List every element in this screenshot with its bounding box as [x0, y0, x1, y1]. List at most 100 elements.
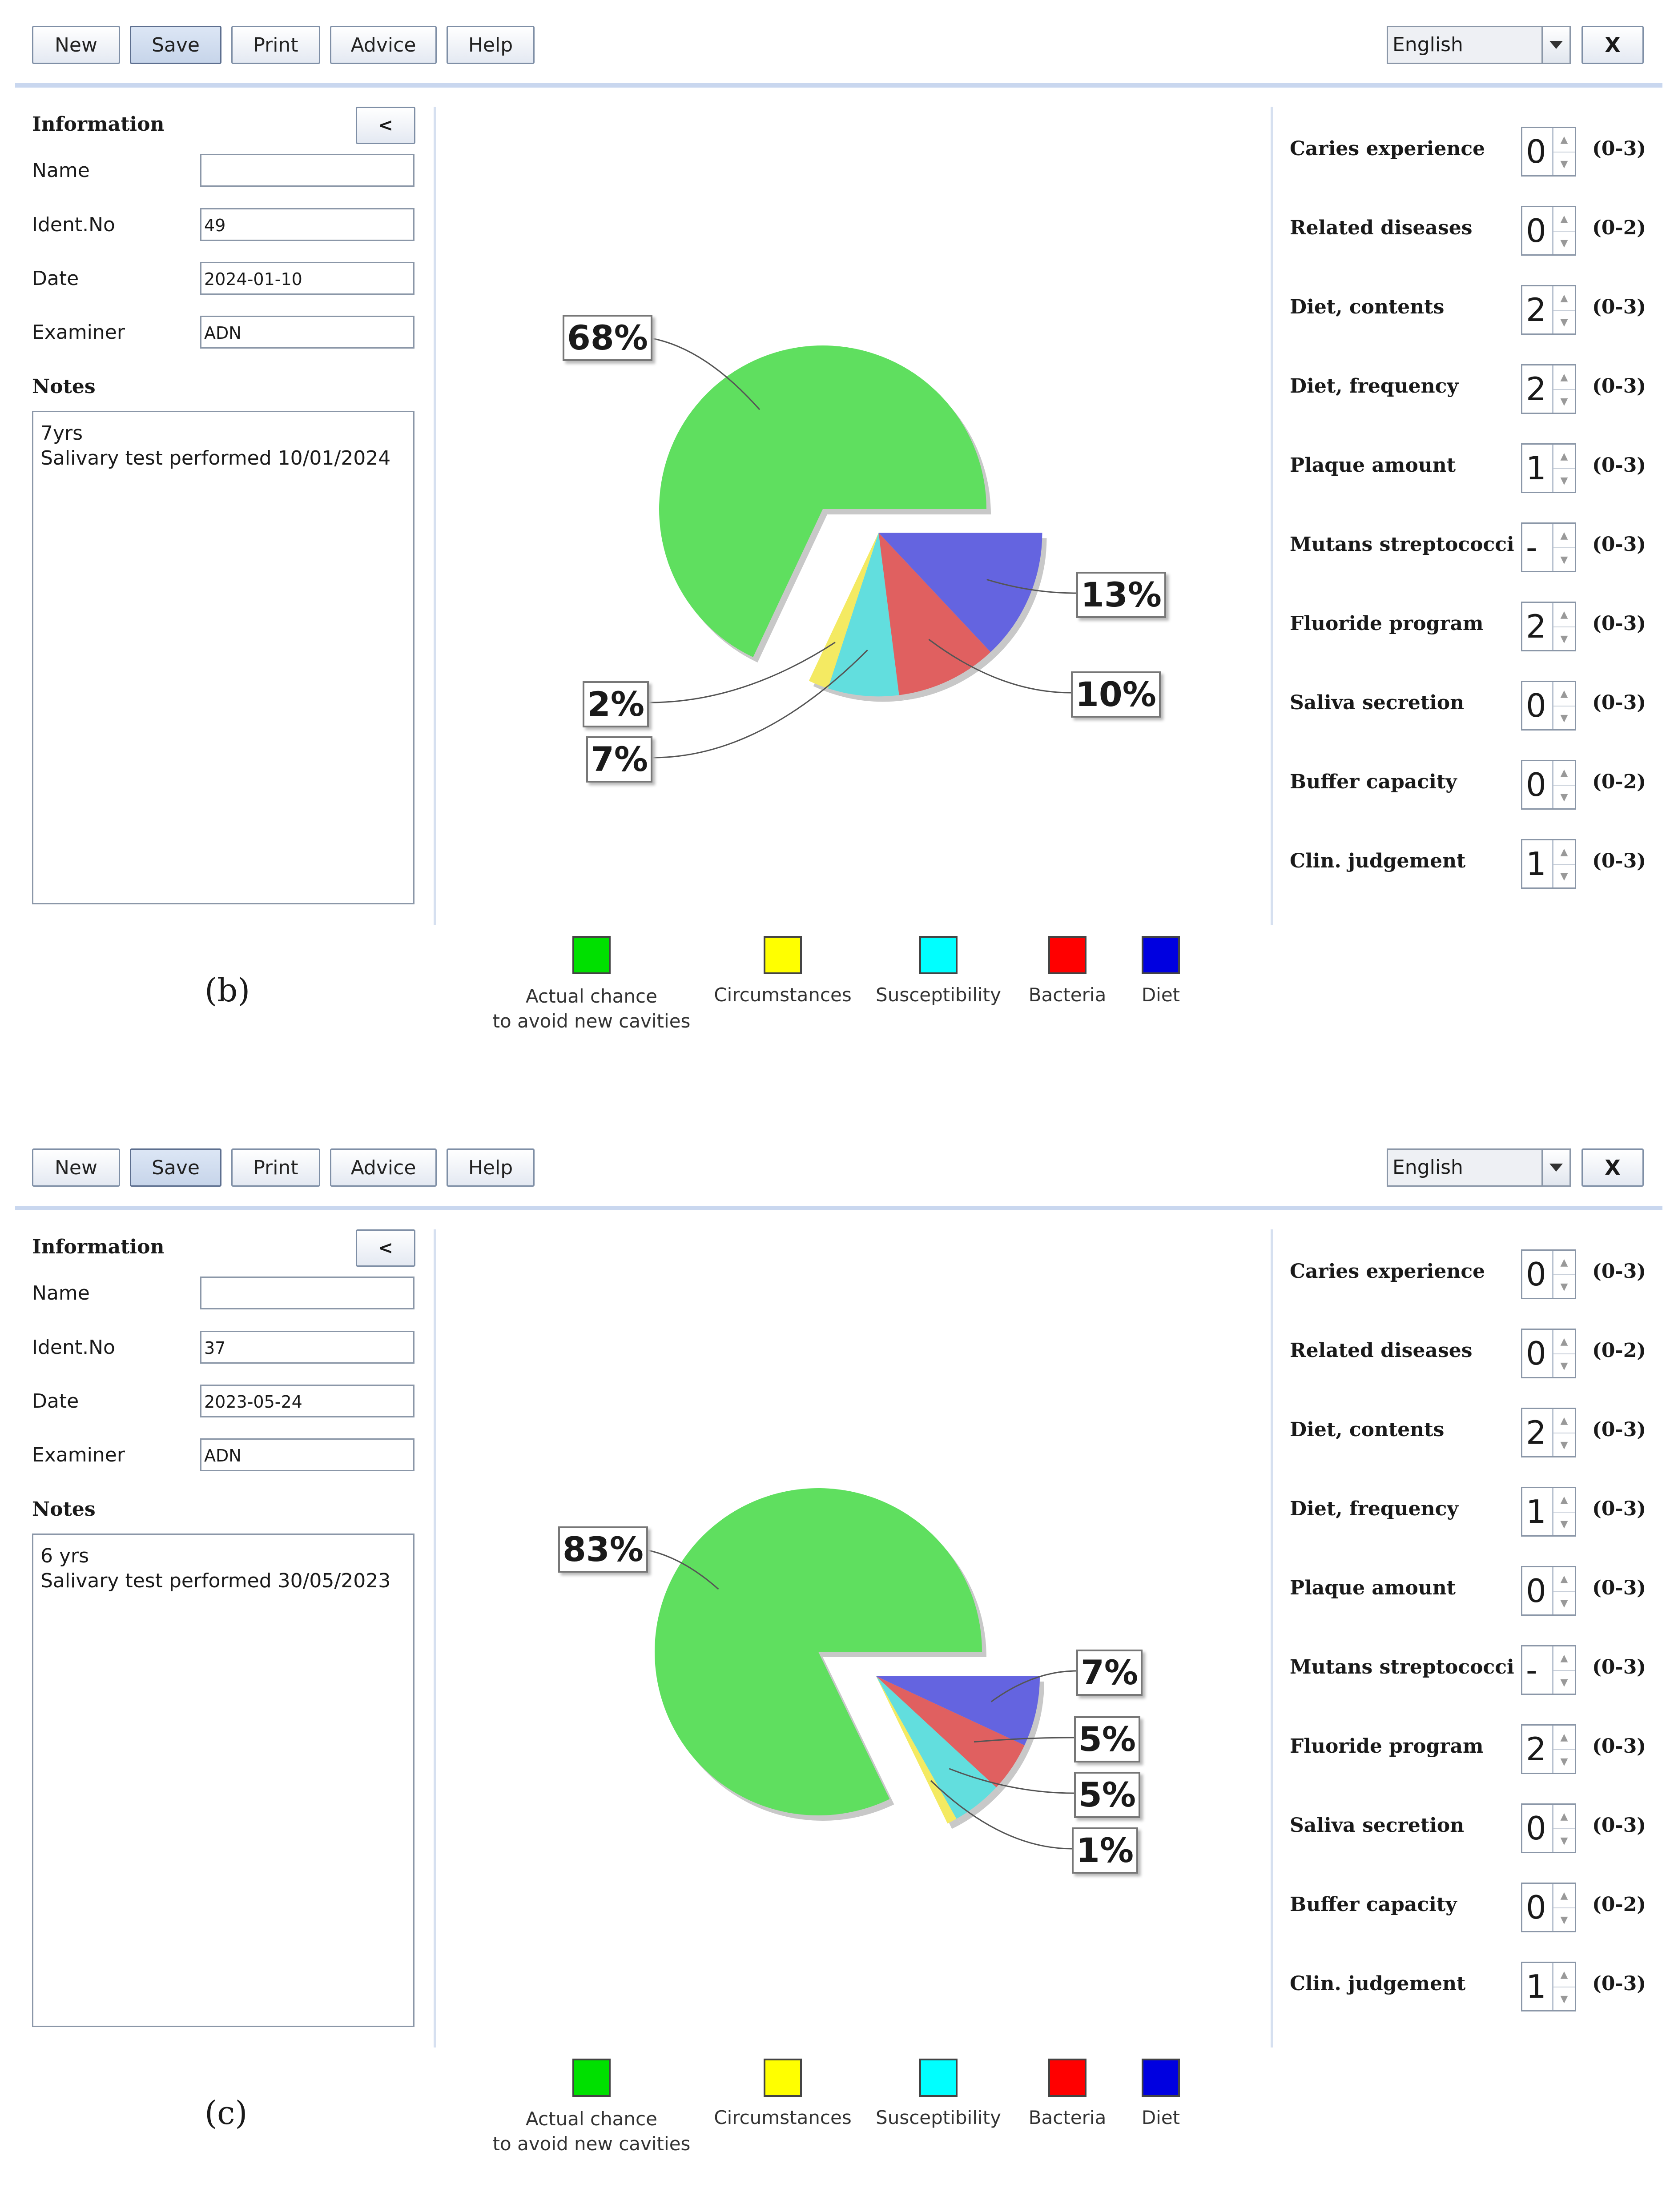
save-button[interactable]: Save: [130, 1148, 221, 1187]
param-spinner[interactable]: 0 ▲ ▼: [1521, 1249, 1576, 1299]
param-spinner[interactable]: 2 ▲ ▼: [1521, 1724, 1576, 1774]
spinner-down-icon[interactable]: ▼: [1560, 713, 1568, 724]
spinner-up-icon[interactable]: ▲: [1553, 1251, 1575, 1275]
param-spinner[interactable]: 0 ▲ ▼: [1521, 681, 1576, 731]
legend-circumstances-label: Circumstances: [714, 2107, 852, 2128]
spinner-up-icon[interactable]: ▲: [1553, 207, 1575, 232]
param-spinner[interactable]: 0 ▲ ▼: [1521, 1883, 1576, 1932]
spinner-down-icon[interactable]: ▼: [1560, 475, 1568, 486]
param-spinner[interactable]: 0 ▲ ▼: [1521, 760, 1576, 810]
spinner-up-icon[interactable]: ▲: [1553, 524, 1575, 548]
spinner-up-icon[interactable]: ▲: [1553, 761, 1575, 786]
param-spinner[interactable]: 2 ▲ ▼: [1521, 1408, 1576, 1457]
param-spinner[interactable]: - ▲ ▼: [1521, 522, 1576, 572]
spinner-up-icon[interactable]: ▲: [1553, 1963, 1575, 1987]
ident-field[interactable]: 37: [200, 1331, 414, 1364]
spinner-down-icon[interactable]: ▼: [1560, 634, 1568, 645]
save-button[interactable]: Save: [130, 26, 221, 64]
spinner-down-icon[interactable]: ▼: [1560, 1281, 1568, 1293]
advice-button[interactable]: Advice: [330, 1148, 437, 1187]
spinner-up-icon[interactable]: ▲: [1553, 128, 1575, 153]
param-spinner[interactable]: - ▲ ▼: [1521, 1645, 1576, 1695]
spinner-down-icon[interactable]: ▼: [1560, 1677, 1568, 1688]
param-spinner[interactable]: 0 ▲ ▼: [1521, 127, 1576, 177]
param-spinner[interactable]: 1 ▲ ▼: [1521, 1487, 1576, 1537]
spinner-up-icon[interactable]: ▲: [1553, 365, 1575, 390]
help-button[interactable]: Help: [447, 26, 535, 64]
examiner-field[interactable]: ADN: [200, 316, 414, 349]
chevron-down-icon[interactable]: [1541, 27, 1569, 63]
param-spinner[interactable]: 1 ▲ ▼: [1521, 443, 1576, 493]
spinner-down-icon[interactable]: ▼: [1560, 317, 1568, 328]
param-spinner[interactable]: 0 ▲ ▼: [1521, 1566, 1576, 1616]
pct-label-diet: 7%: [1076, 1650, 1143, 1696]
notes-textarea[interactable]: 7yrs Salivary test performed 10/01/2024: [32, 411, 414, 904]
param-range: (0-3): [1592, 1972, 1646, 1995]
spinner-down-icon[interactable]: ▼: [1560, 159, 1568, 170]
spinner-down-icon[interactable]: ▼: [1560, 871, 1568, 882]
language-select[interactable]: English: [1387, 26, 1571, 64]
param-spinner[interactable]: 2 ▲ ▼: [1521, 602, 1576, 651]
spinner-up-icon[interactable]: ▲: [1553, 1805, 1575, 1829]
language-select[interactable]: English: [1387, 1148, 1571, 1187]
spinner-up-icon[interactable]: ▲: [1553, 1726, 1575, 1750]
spinner-up-icon[interactable]: ▲: [1553, 1488, 1575, 1513]
advice-button[interactable]: Advice: [330, 26, 437, 64]
spinner-up-icon[interactable]: ▲: [1553, 1567, 1575, 1592]
ident-label: Ident.No: [32, 213, 115, 236]
spinner-down-icon[interactable]: ▼: [1560, 396, 1568, 407]
param-value: -: [1526, 1651, 1537, 1689]
spinner-up-icon[interactable]: ▲: [1553, 1884, 1575, 1908]
name-field[interactable]: [200, 1277, 414, 1309]
spinner-up-icon[interactable]: ▲: [1553, 840, 1575, 865]
spinner-down-icon[interactable]: ▼: [1560, 1519, 1568, 1530]
spinner-up-icon[interactable]: ▲: [1553, 603, 1575, 627]
examiner-field[interactable]: ADN: [200, 1438, 414, 1471]
spinner-down-icon[interactable]: ▼: [1560, 238, 1568, 249]
param-value: 0: [1526, 766, 1546, 803]
spinner-up-icon[interactable]: ▲: [1553, 445, 1575, 469]
information-title: Information: [32, 1236, 165, 1258]
date-field[interactable]: 2023-05-24: [200, 1385, 414, 1417]
spinner-up-icon[interactable]: ▲: [1553, 682, 1575, 707]
print-button[interactable]: Print: [231, 26, 320, 64]
name-field[interactable]: [200, 154, 414, 187]
param-spinner[interactable]: 0 ▲ ▼: [1521, 1329, 1576, 1378]
close-button[interactable]: X: [1581, 1148, 1644, 1187]
spinner-down-icon[interactable]: ▼: [1560, 1598, 1568, 1609]
spinner-down-icon[interactable]: ▼: [1560, 554, 1568, 566]
spinner-down-icon[interactable]: ▼: [1560, 1440, 1568, 1451]
help-button[interactable]: Help: [447, 1148, 535, 1187]
right-divider: [1271, 107, 1273, 925]
param-spinner[interactable]: 2 ▲ ▼: [1521, 285, 1576, 335]
spinner-up-icon[interactable]: ▲: [1553, 1330, 1575, 1354]
print-button[interactable]: Print: [231, 1148, 320, 1187]
spinner-up-icon[interactable]: ▲: [1553, 1646, 1575, 1671]
new-button[interactable]: New: [32, 26, 120, 64]
collapse-panel-button[interactable]: <: [356, 1229, 415, 1267]
param-label: Diet, contents: [1290, 1418, 1445, 1441]
spinner-down-icon[interactable]: ▼: [1560, 792, 1568, 803]
spinner-down-icon[interactable]: ▼: [1560, 1835, 1568, 1847]
notes-textarea[interactable]: 6 yrs Salivary test performed 30/05/2023: [32, 1534, 414, 2027]
param-spinner[interactable]: 2 ▲ ▼: [1521, 364, 1576, 414]
param-spinner[interactable]: 0 ▲ ▼: [1521, 206, 1576, 256]
ident-field[interactable]: 49: [200, 208, 414, 241]
date-field[interactable]: 2024-01-10: [200, 262, 414, 295]
new-button[interactable]: New: [32, 1148, 120, 1187]
spinner-down-icon[interactable]: ▼: [1560, 1915, 1568, 1926]
spinner-down-icon[interactable]: ▼: [1560, 1361, 1568, 1372]
param-range: (0-3): [1592, 454, 1646, 477]
spinner-down-icon[interactable]: ▼: [1560, 1994, 1568, 2005]
legend-swatch-red: [1048, 2059, 1086, 2097]
spinner-up-icon[interactable]: ▲: [1553, 286, 1575, 311]
param-spinner[interactable]: 0 ▲ ▼: [1521, 1803, 1576, 1853]
param-spinner[interactable]: 1 ▲ ▼: [1521, 1962, 1576, 2011]
close-button[interactable]: X: [1581, 26, 1644, 64]
spinner-up-icon[interactable]: ▲: [1553, 1409, 1575, 1433]
collapse-panel-button[interactable]: <: [356, 107, 415, 144]
leader-line: [649, 642, 836, 703]
chevron-down-icon[interactable]: [1541, 1150, 1569, 1185]
spinner-down-icon[interactable]: ▼: [1560, 1756, 1568, 1767]
param-spinner[interactable]: 1 ▲ ▼: [1521, 839, 1576, 889]
